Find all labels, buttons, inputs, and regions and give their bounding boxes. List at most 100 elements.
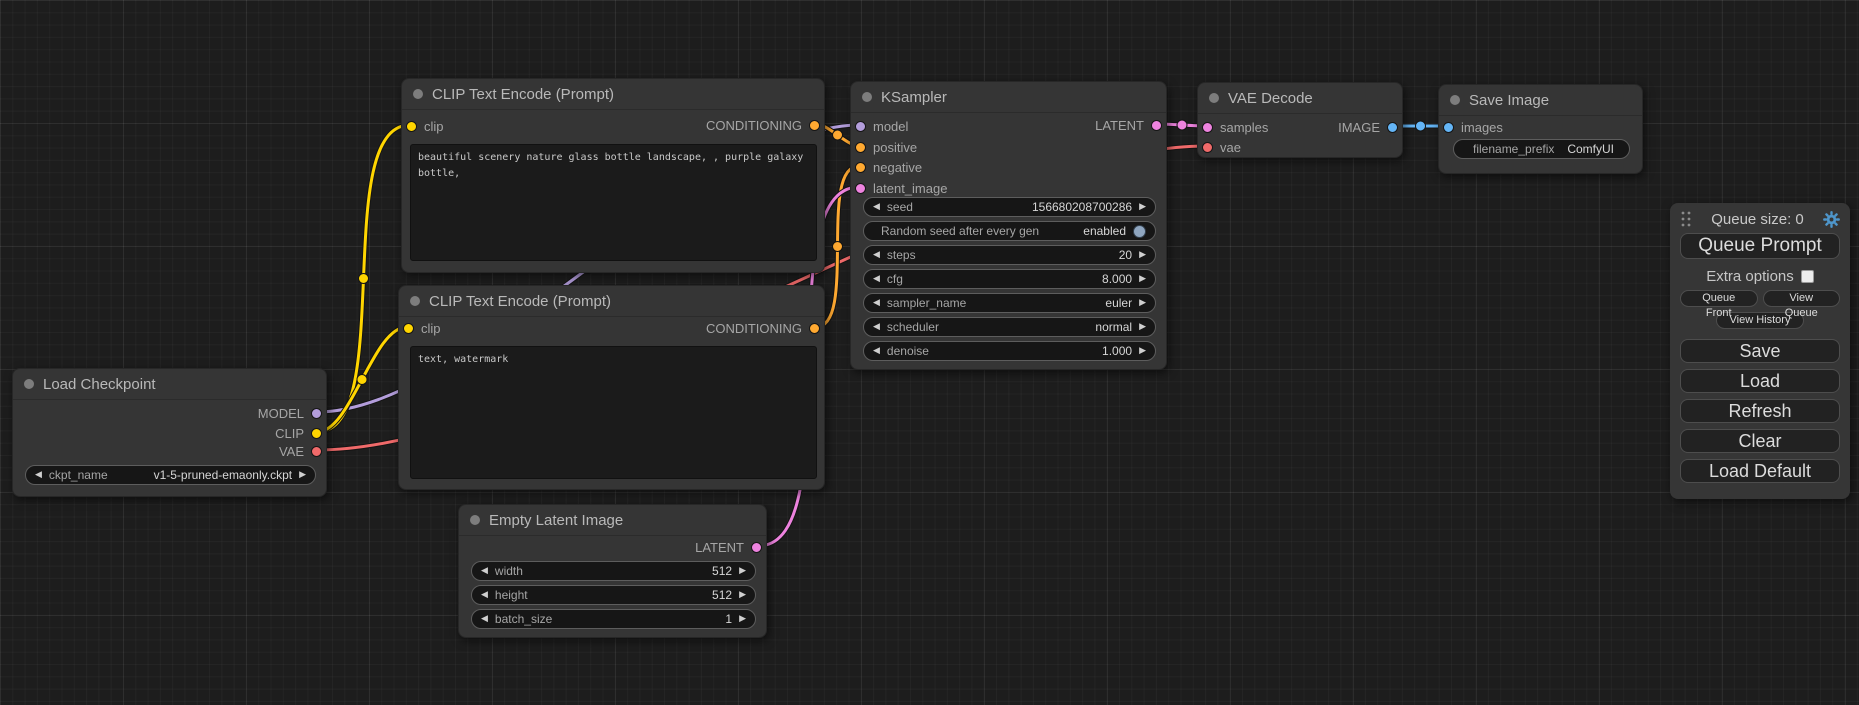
increment-arrow-icon[interactable]: ▶ — [1139, 321, 1146, 332]
clip-slot-dot[interactable] — [406, 121, 417, 132]
output-slot-latent[interactable]: LATENT — [1095, 117, 1162, 134]
input-slot-negative[interactable]: negative — [855, 159, 922, 176]
conditioning-slot-dot[interactable] — [855, 162, 866, 173]
clip-slot-dot[interactable] — [403, 323, 414, 334]
node-empty-latent-image[interactable]: Empty Latent Image LATENT ◀ width 512 ▶ … — [458, 504, 767, 638]
collapse-dot-icon[interactable] — [1209, 93, 1219, 103]
ckpt-name-widget[interactable]: ◀ ckpt_name v1-5-pruned-emaonly.ckpt ▶ — [25, 465, 316, 485]
random-seed-toggle-widget[interactable]: Random seed after every gen enabled — [863, 221, 1156, 241]
increment-arrow-icon[interactable]: ▶ — [739, 565, 746, 576]
output-slot-latent[interactable]: LATENT — [695, 539, 762, 556]
output-slot-clip[interactable]: CLIP — [275, 425, 322, 442]
latent-slot-dot[interactable] — [855, 183, 866, 194]
drag-handle-icon[interactable] — [1680, 210, 1692, 228]
node-clip-text-encode-positive[interactable]: CLIP Text Encode (Prompt) clip CONDITION… — [401, 78, 825, 273]
node-title-bar[interactable]: Load Checkpoint — [13, 369, 326, 400]
denoise-widget[interactable]: ◀ denoise 1.000 ▶ — [863, 341, 1156, 361]
input-slot-samples[interactable]: samples — [1202, 119, 1268, 136]
input-slot-vae[interactable]: vae — [1202, 139, 1241, 156]
conditioning-slot-dot[interactable] — [809, 323, 820, 334]
height-widget[interactable]: ◀ height 512 ▶ — [471, 585, 756, 605]
output-slot-conditioning[interactable]: CONDITIONING — [706, 117, 820, 134]
input-slot-images[interactable]: images — [1443, 119, 1503, 136]
batch-size-widget[interactable]: ◀ batch_size 1 ▶ — [471, 609, 756, 629]
positive-prompt-textarea[interactable]: beautiful scenery nature glass bottle la… — [410, 144, 817, 261]
node-title-bar[interactable]: CLIP Text Encode (Prompt) — [399, 286, 824, 317]
steps-widget[interactable]: ◀ steps 20 ▶ — [863, 245, 1156, 265]
latent-slot-dot[interactable] — [1151, 120, 1162, 131]
scheduler-widget[interactable]: ◀ scheduler normal ▶ — [863, 317, 1156, 337]
latent-slot-dot[interactable] — [751, 542, 762, 553]
node-load-checkpoint[interactable]: Load Checkpoint MODEL CLIP VAE ◀ ckpt_na… — [12, 368, 327, 497]
decrement-arrow-icon[interactable]: ◀ — [873, 297, 880, 308]
toggle-dot-icon[interactable] — [1133, 224, 1146, 238]
negative-prompt-textarea[interactable]: text, watermark — [410, 346, 817, 479]
input-slot-latent-image[interactable]: latent_image — [855, 180, 947, 197]
latent-slot-dot[interactable] — [1202, 122, 1213, 133]
output-slot-model[interactable]: MODEL — [258, 405, 322, 422]
input-slot-clip[interactable]: clip — [406, 118, 444, 135]
decrement-arrow-icon[interactable]: ◀ — [873, 321, 880, 332]
clear-button[interactable]: Clear — [1680, 429, 1840, 453]
refresh-button[interactable]: Refresh — [1680, 399, 1840, 423]
increment-arrow-icon[interactable]: ▶ — [1139, 297, 1146, 308]
node-title-bar[interactable]: VAE Decode — [1198, 83, 1402, 114]
increment-arrow-icon[interactable]: ▶ — [739, 589, 746, 600]
queue-front-button[interactable]: Queue Front — [1680, 290, 1758, 319]
conditioning-slot-dot[interactable] — [809, 120, 820, 131]
vae-slot-dot[interactable] — [1202, 142, 1213, 153]
node-title-bar[interactable]: CLIP Text Encode (Prompt) — [402, 79, 824, 110]
output-slot-conditioning[interactable]: CONDITIONING — [706, 320, 820, 337]
clip-slot-dot[interactable] — [311, 428, 322, 439]
decrement-arrow-icon[interactable]: ◀ — [35, 469, 42, 480]
image-slot-dot[interactable] — [1443, 122, 1454, 133]
collapse-dot-icon[interactable] — [1450, 95, 1460, 105]
cfg-widget[interactable]: ◀ cfg 8.000 ▶ — [863, 269, 1156, 289]
view-queue-button[interactable]: View Queue — [1762, 290, 1840, 319]
collapse-dot-icon[interactable] — [413, 89, 423, 99]
filename-prefix-widget[interactable]: filename_prefix ComfyUI — [1453, 139, 1630, 159]
decrement-arrow-icon[interactable]: ◀ — [481, 589, 488, 600]
output-slot-image[interactable]: IMAGE — [1338, 119, 1398, 136]
collapse-dot-icon[interactable] — [24, 379, 34, 389]
decrement-arrow-icon[interactable]: ◀ — [873, 273, 880, 284]
decrement-arrow-icon[interactable]: ◀ — [873, 249, 880, 260]
width-widget[interactable]: ◀ width 512 ▶ — [471, 561, 756, 581]
decrement-arrow-icon[interactable]: ◀ — [873, 345, 880, 356]
settings-gear-icon[interactable] — [1823, 210, 1840, 228]
input-slot-positive[interactable]: positive — [855, 139, 917, 156]
node-clip-text-encode-negative[interactable]: CLIP Text Encode (Prompt) clip CONDITION… — [398, 285, 825, 490]
increment-arrow-icon[interactable]: ▶ — [1139, 273, 1146, 284]
node-save-image[interactable]: Save Image images filename_prefix ComfyU… — [1438, 84, 1643, 174]
decrement-arrow-icon[interactable]: ◀ — [481, 613, 488, 624]
queue-prompt-button[interactable]: Queue Prompt — [1680, 233, 1840, 259]
model-slot-dot[interactable] — [855, 121, 866, 132]
increment-arrow-icon[interactable]: ▶ — [739, 613, 746, 624]
seed-widget[interactable]: ◀ seed 156680208700286 ▶ — [863, 197, 1156, 217]
input-slot-clip[interactable]: clip — [403, 320, 441, 337]
node-title-bar[interactable]: KSampler — [851, 82, 1166, 113]
save-button[interactable]: Save — [1680, 339, 1840, 363]
view-history-button[interactable]: View History — [1716, 312, 1804, 329]
increment-arrow-icon[interactable]: ▶ — [1139, 345, 1146, 356]
decrement-arrow-icon[interactable]: ◀ — [873, 201, 880, 212]
increment-arrow-icon[interactable]: ▶ — [1139, 249, 1146, 260]
collapse-dot-icon[interactable] — [470, 515, 480, 525]
sampler-name-widget[interactable]: ◀ sampler_name euler ▶ — [863, 293, 1156, 313]
node-ksampler[interactable]: KSampler model positive negative latent_… — [850, 81, 1167, 370]
node-title-bar[interactable]: Empty Latent Image — [459, 505, 766, 536]
image-slot-dot[interactable] — [1387, 122, 1398, 133]
input-slot-model[interactable]: model — [855, 118, 908, 135]
extra-options-checkbox[interactable] — [1800, 269, 1814, 283]
load-button[interactable]: Load — [1680, 369, 1840, 393]
collapse-dot-icon[interactable] — [410, 296, 420, 306]
model-slot-dot[interactable] — [311, 408, 322, 419]
collapse-dot-icon[interactable] — [862, 92, 872, 102]
node-title-bar[interactable]: Save Image — [1439, 85, 1642, 116]
decrement-arrow-icon[interactable]: ◀ — [481, 565, 488, 576]
load-default-button[interactable]: Load Default — [1680, 459, 1840, 483]
increment-arrow-icon[interactable]: ▶ — [299, 469, 306, 480]
vae-slot-dot[interactable] — [311, 446, 322, 457]
output-slot-vae[interactable]: VAE — [279, 443, 322, 460]
